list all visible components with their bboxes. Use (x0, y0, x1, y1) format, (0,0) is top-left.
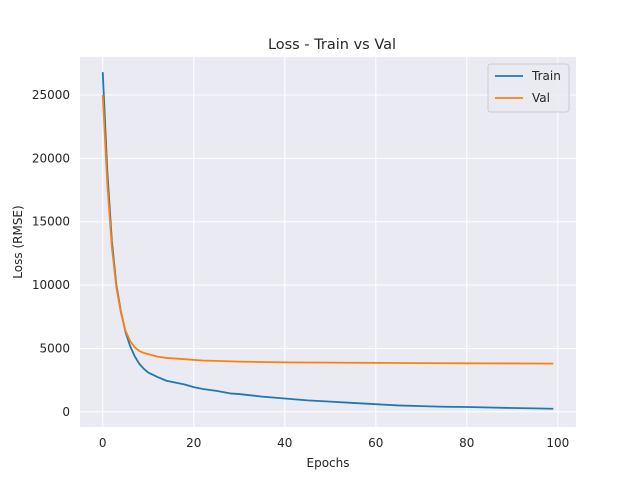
y-tick-label: 5000 (39, 341, 70, 355)
y-tick-label: 15000 (32, 215, 70, 229)
legend-label-train: Train (531, 69, 561, 83)
y-axis-ticks: 0 5000 10000 15000 20000 25000 (32, 88, 70, 419)
x-axis-label: Epochs (307, 456, 350, 470)
legend-label-val: Val (532, 91, 550, 105)
chart-title: Loss - Train vs Val (268, 37, 396, 53)
y-tick-label: 25000 (32, 88, 70, 102)
x-tick-label: 0 (99, 436, 107, 450)
legend: Train Val (487, 63, 570, 113)
grid (80, 57, 576, 427)
x-tick-label: 60 (368, 436, 383, 450)
y-axis-label: Loss (RMSE) (11, 205, 25, 278)
series-lines (101, 72, 554, 410)
series-line-train (101, 72, 554, 410)
x-tick-label: 20 (186, 436, 201, 450)
x-axis-ticks: 0 20 40 60 80 100 (99, 436, 569, 450)
x-tick-label: 40 (277, 436, 292, 450)
y-tick-label: 10000 (32, 278, 70, 292)
series-line-val (101, 94, 554, 365)
y-tick-label: 0 (62, 405, 70, 419)
x-tick-label: 100 (546, 436, 569, 450)
y-tick-label: 20000 (32, 151, 70, 165)
x-tick-label: 80 (459, 436, 474, 450)
plot-area (80, 57, 576, 427)
